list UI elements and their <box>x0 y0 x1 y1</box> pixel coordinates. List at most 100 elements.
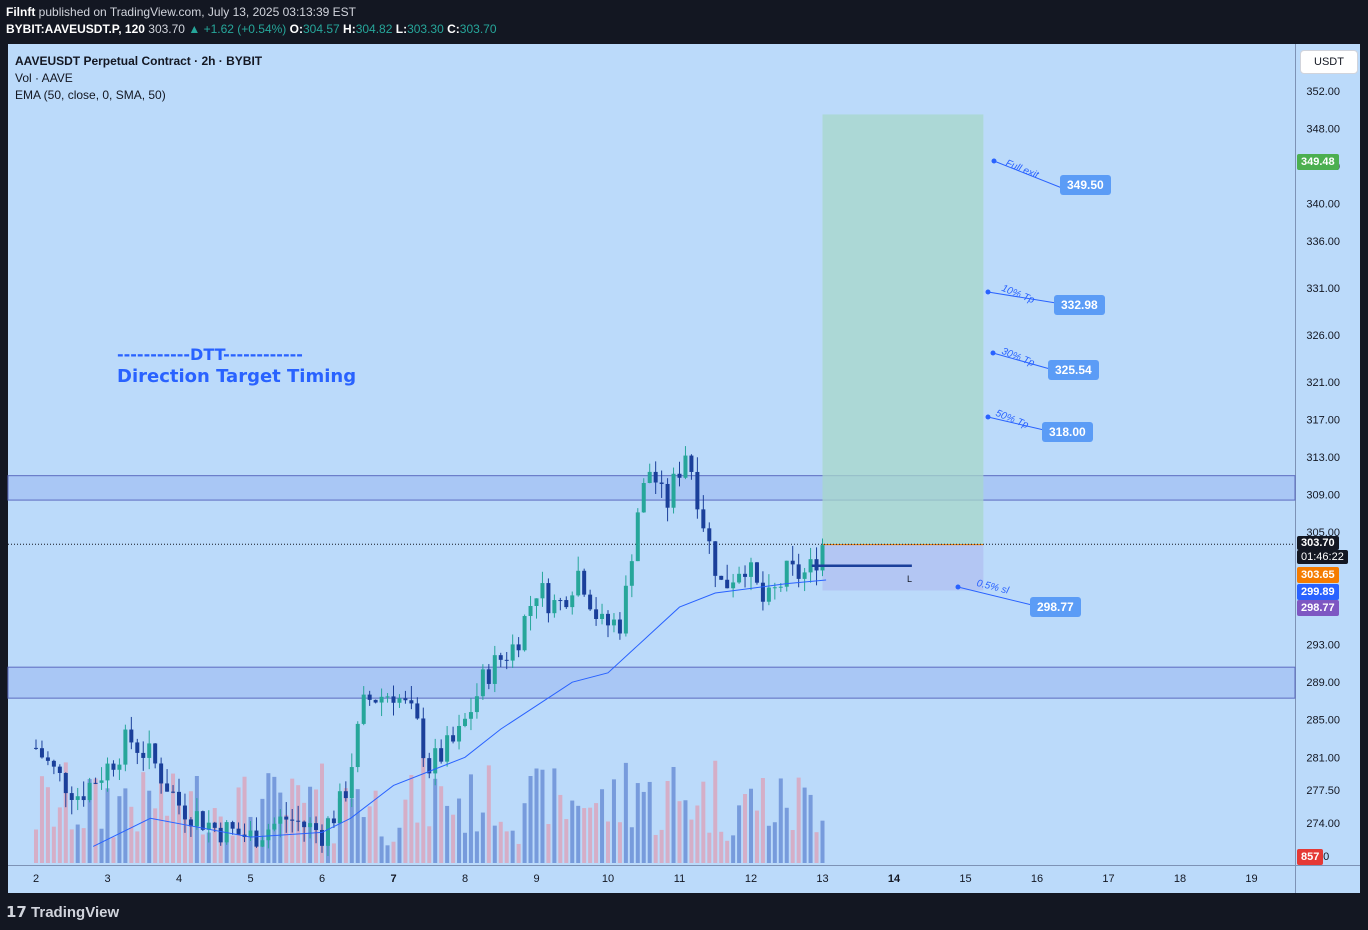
candle-body <box>754 562 759 583</box>
volume-bar <box>343 788 348 863</box>
target-connector-3 <box>987 416 1045 431</box>
y-tick-label: 293.00 <box>1306 640 1340 652</box>
candle-body <box>266 829 271 841</box>
candle-body <box>552 600 557 614</box>
x-tick-label: 3 <box>104 873 110 885</box>
currency-button[interactable]: USDT <box>1300 50 1358 74</box>
last-price: 303.70 <box>148 22 185 36</box>
candle-body <box>272 823 277 830</box>
publisher-name[interactable]: Filnft <box>6 5 36 19</box>
legend-volume[interactable]: Vol · AAVE <box>15 71 73 85</box>
volume-bar <box>731 835 736 863</box>
y-tick-label: 331.00 <box>1306 283 1340 295</box>
x-tick-label: 6 <box>319 873 325 885</box>
legend-ema[interactable]: EMA (50, close, 0, SMA, 50) <box>15 88 166 102</box>
x-tick-label: 19 <box>1245 873 1257 885</box>
candle-body <box>236 828 241 835</box>
target-box-10[interactable]: 332.98 <box>1054 295 1105 315</box>
volume-bar <box>63 762 68 863</box>
candle-body <box>635 512 640 562</box>
x-tick-label: 10 <box>602 873 614 885</box>
candle-body <box>302 821 307 828</box>
annotation-dashes[interactable]: -----------DTT------------ <box>117 345 303 364</box>
price-chart[interactable]: 356.00352.00348.00344.00340.00336.00331.… <box>0 44 1368 893</box>
low-value: 303.30 <box>407 22 444 36</box>
volume-bar <box>671 766 676 863</box>
candle-body <box>570 595 575 608</box>
candle-body <box>397 698 402 703</box>
candle-body <box>701 509 706 529</box>
volume-bar <box>320 763 324 863</box>
target-box-50[interactable]: 318.00 <box>1042 422 1093 442</box>
position-marker: L <box>907 574 913 584</box>
candle-body <box>34 747 38 749</box>
volume-bar <box>355 789 360 863</box>
candle-body <box>486 669 491 684</box>
candle-body <box>260 840 265 847</box>
target-anchor-3 <box>985 414 991 420</box>
annotation-title[interactable]: Direction Target Timing <box>117 366 357 387</box>
volume-bar <box>802 787 807 863</box>
target-connector-2 <box>992 352 1051 370</box>
volume-bar <box>284 814 289 863</box>
volume-bar <box>504 831 509 863</box>
brand-name: TradingView <box>31 904 120 921</box>
volume-bar <box>367 806 372 863</box>
volume-bar <box>242 776 247 863</box>
candle-body <box>474 696 479 713</box>
stop-box[interactable]: 298.77 <box>1030 597 1081 617</box>
volume-bar <box>457 798 462 863</box>
volume-bar <box>594 803 599 863</box>
volume-bar <box>397 827 402 863</box>
volume-bar <box>582 808 587 863</box>
candle-body <box>463 718 467 726</box>
volume-bar <box>766 825 771 863</box>
target-anchor-4 <box>955 584 961 590</box>
volume-bar <box>528 776 533 863</box>
volume-bar <box>433 778 438 863</box>
candle-body <box>451 735 456 742</box>
candle-body <box>63 772 68 794</box>
x-tick-label: 15 <box>959 873 971 885</box>
candle-body <box>743 573 748 577</box>
legend-title[interactable]: AAVEUSDT Perpetual Contract · 2h · BYBIT <box>15 54 263 68</box>
candle-body <box>177 791 181 806</box>
candle-body <box>337 791 342 824</box>
published-text: published on TradingView.com, July 13, 2… <box>38 5 356 19</box>
volume-bar <box>171 773 176 863</box>
candle-body <box>75 796 80 800</box>
volume-bar <box>623 762 628 863</box>
volume-bar <box>159 779 164 863</box>
loss-zone <box>822 544 984 591</box>
candle-body <box>182 805 187 820</box>
candle-body <box>778 586 783 588</box>
change-up-icon: ▲ <box>188 22 201 36</box>
volume-bar <box>51 826 56 863</box>
candle-body <box>427 758 432 774</box>
candle-body <box>296 820 301 822</box>
sr-zone-1 <box>7 666 1296 699</box>
volume-bar <box>182 819 187 863</box>
volume-bar <box>385 845 390 863</box>
tradingview-logo[interactable]: 𝟭𝟳 TradingView <box>6 903 119 921</box>
candle-body <box>623 585 628 634</box>
candle-body <box>99 780 104 783</box>
volume-bar <box>480 812 485 863</box>
y-tick-label: 309.00 <box>1306 489 1340 501</box>
candle-body <box>254 830 259 847</box>
volume-bar <box>331 843 336 863</box>
x-tick-label: 17 <box>1102 873 1114 885</box>
candle-body <box>194 811 199 827</box>
candle-body <box>212 822 217 828</box>
candle-body <box>719 575 724 580</box>
target-box-30[interactable]: 325.54 <box>1048 360 1099 380</box>
x-tick-label: 4 <box>176 873 182 885</box>
time-axis <box>8 865 1360 893</box>
candle-body <box>558 600 563 602</box>
stop-price-badge: 298.77 <box>1297 600 1339 616</box>
target-connector-1 <box>987 291 1057 304</box>
target-box-full-exit[interactable]: 349.50 <box>1060 175 1111 195</box>
candle-body <box>665 483 670 508</box>
volume-bar <box>111 837 116 863</box>
candle-body <box>689 455 694 472</box>
